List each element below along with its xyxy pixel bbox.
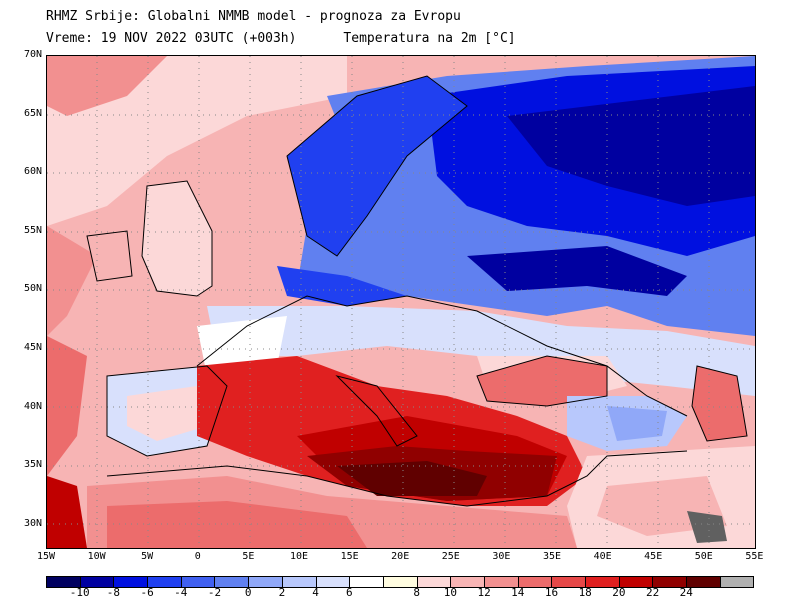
lon-label: 15W	[36, 551, 56, 562]
colorbar-cell	[349, 576, 383, 588]
lon-label: 50E	[694, 551, 713, 562]
colorbar-label: 24	[679, 586, 693, 599]
colorbar-label: -6	[140, 586, 154, 599]
lat-lon-grid	[47, 56, 755, 548]
colorbar-label: 18	[578, 586, 592, 599]
lat-label: 70N	[23, 49, 42, 60]
lon-label: 10W	[87, 551, 106, 562]
colorbar-label: 22	[645, 586, 660, 599]
colorbar-cell	[315, 576, 350, 588]
colorbar-cell	[79, 576, 114, 588]
lat-label: 45N	[23, 342, 42, 353]
lon-label: 20E	[391, 551, 410, 562]
north-atlantic-field	[47, 56, 347, 226]
colorbar-label: 2	[278, 586, 286, 599]
colorbar-cell	[180, 576, 215, 588]
lat-label: 35N	[23, 459, 42, 471]
colorbar-label: 20	[612, 586, 626, 599]
colorbar-label: -10	[69, 586, 90, 599]
lon-label: 45E	[644, 551, 663, 562]
colorbar-label: 16	[544, 586, 559, 599]
colorbar-cell	[214, 576, 249, 588]
lat-label: 65N	[23, 107, 42, 119]
lon-label: 10E	[289, 551, 309, 562]
lat-label: 40N	[23, 400, 42, 412]
black-sea-warm	[477, 356, 607, 406]
colorbar-label: 12	[477, 586, 491, 599]
temperature-field	[47, 56, 755, 548]
scandinavia	[287, 76, 467, 256]
colorbar-label: 14	[511, 586, 525, 599]
lon-label: 40E	[593, 551, 612, 562]
colorbar-label: 10	[443, 586, 458, 599]
colorbar-cell	[517, 576, 552, 588]
colorbar-label: 8	[413, 586, 420, 599]
colorbar-label: -2	[207, 586, 222, 599]
coastlines	[86, 75, 748, 507]
colorbar-cell	[618, 576, 653, 588]
lon-label: 0	[194, 551, 201, 562]
lat-label: 50N	[23, 283, 42, 295]
colorbar-cell	[585, 576, 619, 588]
lat-label: 30N	[23, 517, 42, 529]
map-title: RHMZ Srbije: Globalni NMMB model - progn…	[46, 9, 461, 24]
lon-label: 5E	[242, 551, 255, 562]
colorbar-cell	[483, 576, 518, 588]
colorbar-label: 0	[244, 586, 252, 599]
colorbar-cell	[113, 576, 148, 588]
british-isles	[142, 181, 212, 296]
colorbar-cell	[719, 576, 755, 588]
lat-label: 60N	[23, 166, 42, 178]
temperature-colorbar	[46, 576, 755, 588]
colorbar-cell	[652, 576, 687, 588]
colorbar-cell	[382, 576, 417, 588]
lat-label: 55N	[23, 224, 42, 236]
colorbar-label: 6	[345, 586, 353, 599]
colorbar-cell	[450, 576, 484, 588]
lon-label: 55E	[745, 551, 764, 562]
temperature-map	[46, 55, 756, 549]
colorbar-cell	[416, 576, 451, 588]
colorbar-cell	[281, 576, 316, 588]
colorbar-label: -8	[106, 586, 121, 599]
colorbar-cell	[686, 576, 720, 588]
lon-label: 30E	[492, 551, 511, 562]
colorbar-cell	[551, 576, 585, 588]
colorbar-label: 4	[312, 586, 319, 599]
colorbar-cell	[147, 576, 181, 588]
map-subtitle: Vreme: 19 NOV 2022 03UTC (+003h) Tempera…	[46, 31, 516, 46]
lon-label: 15E	[340, 551, 359, 562]
lon-label: 25E	[441, 551, 460, 562]
colorbar-label: -4	[174, 586, 188, 599]
colorbar-cell	[248, 576, 282, 588]
lon-label: 5W	[141, 551, 154, 562]
colorbar-cell	[46, 576, 80, 588]
lon-label: 35E	[542, 551, 562, 562]
